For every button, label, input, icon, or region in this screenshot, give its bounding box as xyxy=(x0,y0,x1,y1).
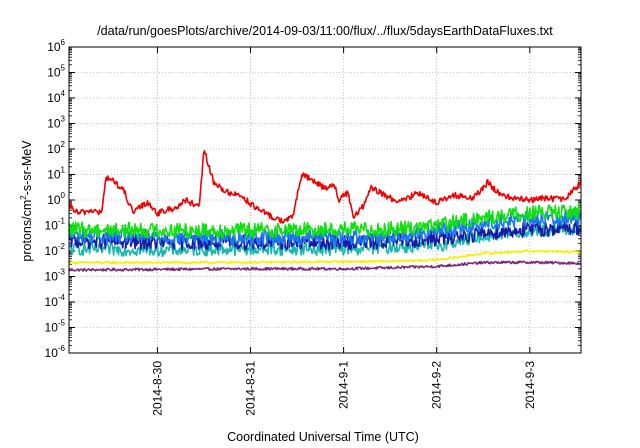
y-tick-label: 10-1 xyxy=(45,217,66,233)
chart-title: /data/run/goesPlots/archive/2014-09-03/1… xyxy=(97,24,553,38)
x-axis-title: Coordinated Universal Time (UTC) xyxy=(227,430,419,444)
y-tick-label: 101 xyxy=(47,166,65,182)
y-tick-label-exponent: -5 xyxy=(58,319,66,328)
grid-lines xyxy=(69,47,581,353)
y-tick-label: 104 xyxy=(47,89,65,105)
y-tick-label-exponent: -4 xyxy=(58,293,66,302)
y-tick-labels: 10-610-510-410-310-210-11001011021031041… xyxy=(45,38,66,360)
y-axis-title-sup: 2 xyxy=(19,195,28,200)
y-axis-title-suffix: -s-sr-MeV xyxy=(20,140,34,196)
y-axis-title-prefix: protons/cm xyxy=(20,200,34,262)
y-tick-label-base: 10 xyxy=(47,168,61,182)
x-tick-label: 2014-8-31 xyxy=(244,361,258,416)
series-lines xyxy=(68,150,582,272)
y-tick-label-base: 10 xyxy=(47,142,61,156)
y-tick-label-base: 10 xyxy=(45,346,59,360)
x-tick-label: 2014-9-1 xyxy=(337,361,351,409)
series-line xyxy=(68,260,582,272)
y-tick-label-exponent: 4 xyxy=(61,89,66,98)
x-tick-label: 2014-9-3 xyxy=(523,361,537,409)
y-tick-label: 105 xyxy=(47,64,65,80)
y-tick-label-base: 10 xyxy=(45,321,59,335)
y-tick-label-exponent: 1 xyxy=(61,166,66,175)
y-tick-label-base: 10 xyxy=(47,66,61,80)
series-line xyxy=(68,203,582,239)
y-tick-label: 10-6 xyxy=(45,344,66,360)
y-tick-label: 103 xyxy=(47,115,65,131)
y-tick-label-base: 10 xyxy=(45,295,59,309)
y-tick-label: 106 xyxy=(47,38,65,54)
plot-frame xyxy=(68,46,582,354)
y-tick-label: 100 xyxy=(47,191,65,207)
y-tick-label: 10-2 xyxy=(45,242,66,258)
y-tick-label-exponent: 3 xyxy=(61,115,66,124)
y-tick-label-base: 10 xyxy=(45,270,59,284)
y-tick-label-base: 10 xyxy=(45,219,59,233)
y-tick-label-exponent: -1 xyxy=(58,217,66,226)
y-tick-label-base: 10 xyxy=(47,91,61,105)
x-tick-labels: 2014-8-30 2014-8-31 2014-9-1 2014-9-2 2014-9… xyxy=(150,361,536,416)
series-line xyxy=(68,150,582,224)
y-tick-label-base: 10 xyxy=(47,117,61,131)
y-tick-label-base: 10 xyxy=(47,193,61,207)
y-tick-label-base: 10 xyxy=(47,40,61,54)
y-tick-label-base: 10 xyxy=(45,244,59,258)
y-tick-label-exponent: 6 xyxy=(61,38,66,47)
y-tick-label: 10-5 xyxy=(45,319,66,335)
y-tick-label-exponent: 2 xyxy=(61,140,66,149)
y-tick-label-exponent: -6 xyxy=(58,344,66,353)
y-tick-label-exponent: -2 xyxy=(58,242,66,251)
series-line xyxy=(68,249,582,265)
y-tick-label-exponent: 0 xyxy=(61,191,66,200)
y-tick-label: 102 xyxy=(47,140,65,156)
x-tick-label: 2014-9-2 xyxy=(430,361,444,409)
y-axis-title: protons/cm2-s-sr-MeV xyxy=(19,140,34,262)
y-tick-label-exponent: 5 xyxy=(61,64,66,73)
y-tick-label-exponent: -3 xyxy=(58,268,66,277)
y-tick-label: 10-3 xyxy=(45,268,66,284)
y-tick-label: 10-4 xyxy=(45,293,66,309)
x-tick-label: 2014-8-30 xyxy=(150,361,164,416)
